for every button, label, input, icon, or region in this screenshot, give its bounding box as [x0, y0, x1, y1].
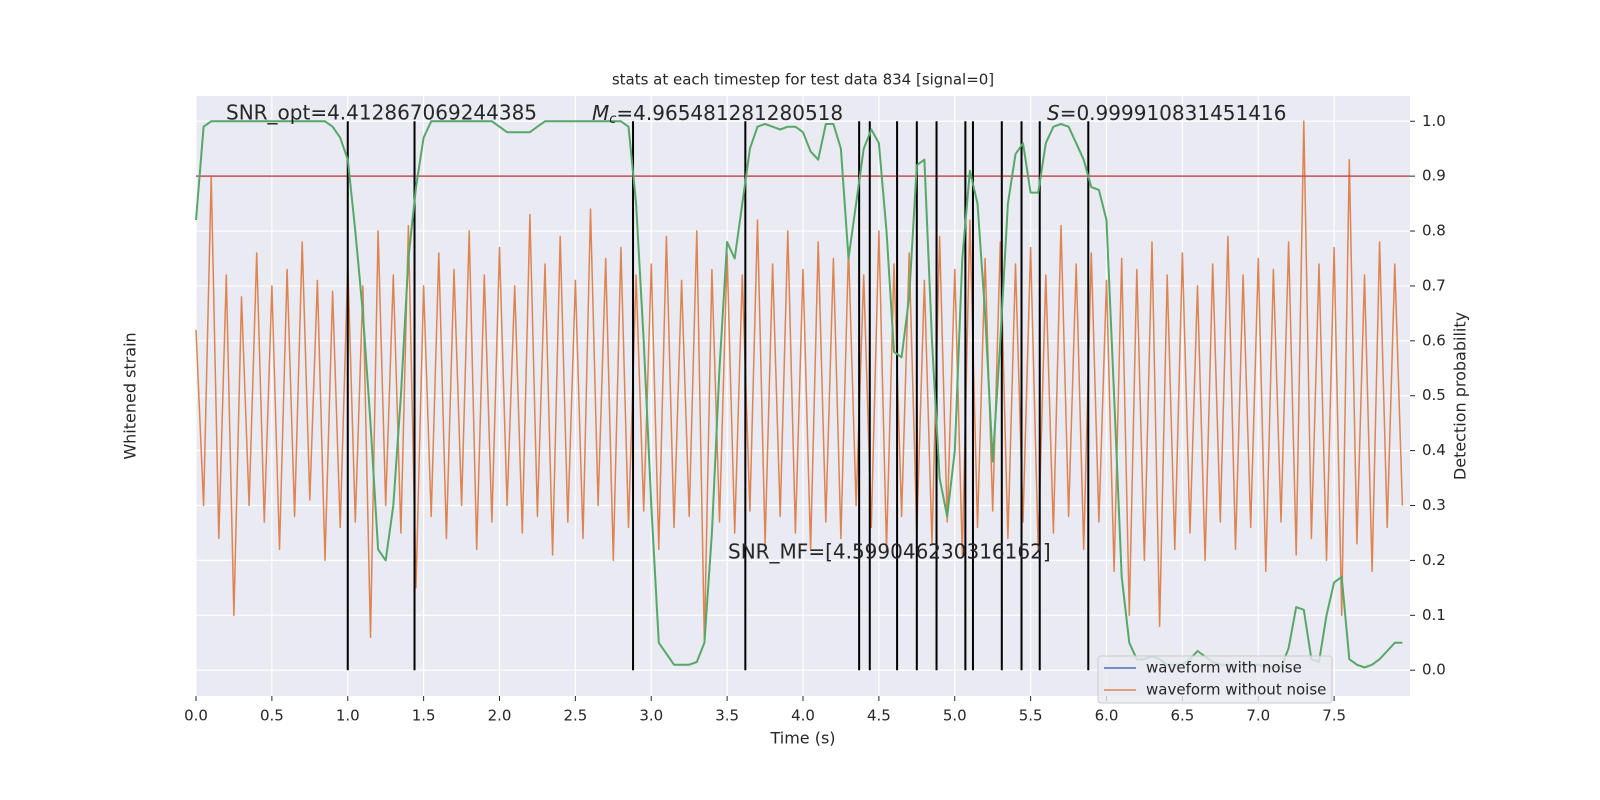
- legend-box: [1097, 655, 1333, 704]
- x-tick-label: 6.0: [1095, 707, 1119, 725]
- y-tick-label: 0.5: [1422, 386, 1446, 404]
- series-line: [195, 120, 1403, 669]
- legend-label: waveform with noise: [1146, 659, 1302, 677]
- x-tick-label: 1.0: [336, 707, 360, 725]
- chart-title: stats at each timestep for test data 834…: [612, 71, 994, 89]
- x-tick-label: 2.0: [488, 707, 512, 725]
- annotation: SNR_opt=4.412867069244385: [226, 101, 537, 125]
- y-tick-label: 0.0: [1422, 661, 1446, 679]
- x-tick-label: 1.5: [412, 707, 436, 725]
- y2-axis-label: Detection probability: [1451, 312, 1470, 480]
- annotation-value: =0.999910831451416: [1060, 101, 1287, 125]
- x-tick-label: 7.5: [1322, 707, 1346, 725]
- x-tick-label: 4.0: [791, 707, 815, 725]
- annotation-subscript: c: [609, 112, 616, 127]
- annotation: S=0.999910831451416: [1047, 101, 1286, 125]
- x-tick-label: 5.0: [943, 707, 967, 725]
- annotation: SNR_MF=[4.599046230316162]: [728, 540, 1051, 564]
- x-axis-label: Time (s): [769, 729, 835, 748]
- x-tick-label: 0.5: [260, 707, 284, 725]
- annotation: Mc=4.965481281280518: [592, 101, 843, 127]
- series-line: [195, 120, 1404, 644]
- x-tick-label: 2.5: [563, 707, 587, 725]
- y-tick-label: 0.2: [1422, 551, 1446, 569]
- x-tick-label: 4.5: [867, 707, 891, 725]
- x-tick-label: 5.5: [1019, 707, 1043, 725]
- y-axis-label: Whitened strain: [121, 332, 140, 459]
- y-tick-label: 0.4: [1422, 441, 1446, 459]
- annotation-value: =4.965481281280518: [616, 101, 843, 125]
- y-tick-label: 0.6: [1422, 331, 1446, 349]
- y-tick-label: 0.8: [1422, 222, 1446, 240]
- y-tick-label: 0.7: [1422, 276, 1446, 294]
- x-tick-label: 3.0: [639, 707, 663, 725]
- y-tick-label: 0.1: [1422, 606, 1446, 624]
- x-tick-label: 3.5: [715, 707, 739, 725]
- plot-layer: [195, 96, 1410, 696]
- annotation-symbol: M: [592, 101, 609, 125]
- x-tick-label: 6.5: [1170, 707, 1194, 725]
- y-tick-label: 0.9: [1422, 167, 1446, 185]
- y-tick-label: 0.3: [1422, 496, 1446, 514]
- legend-label: waveform without noise: [1146, 681, 1326, 699]
- x-tick-label: 7.0: [1246, 707, 1270, 725]
- y-tick-label: 1.0: [1422, 112, 1446, 130]
- annotation-symbol: S: [1047, 101, 1060, 125]
- x-tick-label: 0.0: [184, 707, 208, 725]
